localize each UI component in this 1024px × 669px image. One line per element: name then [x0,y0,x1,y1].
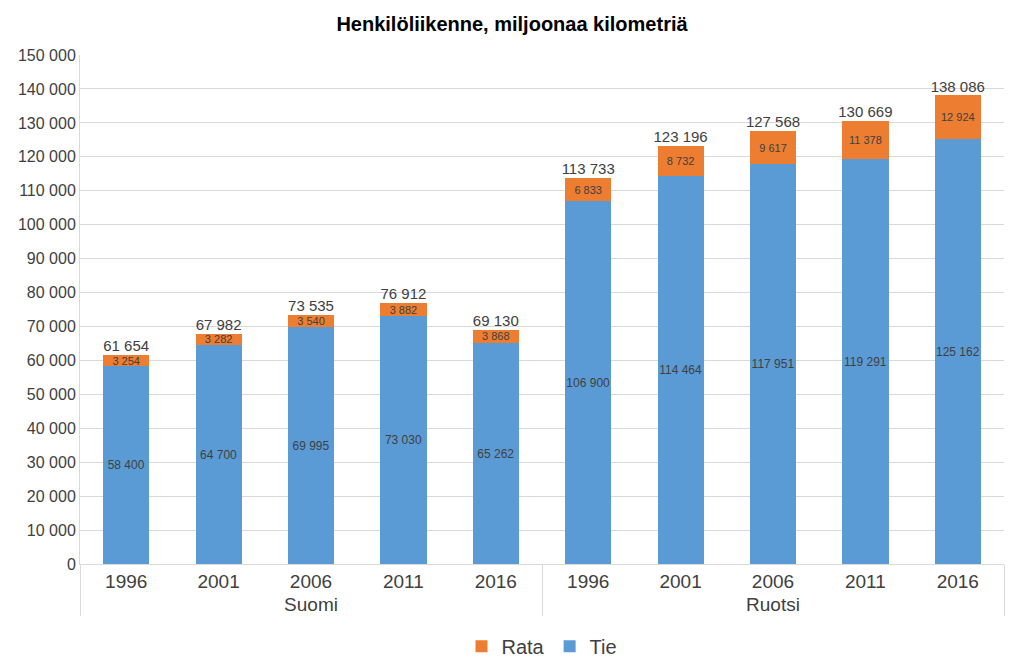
svg-text:50 000: 50 000 [27,386,76,403]
svg-text:64 700: 64 700 [200,448,237,462]
svg-text:2006: 2006 [290,571,332,592]
svg-text:106 900: 106 900 [566,376,610,390]
svg-text:3 540: 3 540 [297,315,325,327]
svg-text:80 000: 80 000 [27,284,76,301]
svg-text:Ruotsi: Ruotsi [746,594,800,615]
svg-text:10 000: 10 000 [27,522,76,539]
svg-text:90 000: 90 000 [27,250,76,267]
svg-text:76 912: 76 912 [380,285,426,302]
svg-text:69 995: 69 995 [292,439,329,453]
svg-text:65 262: 65 262 [477,447,514,461]
svg-text:1996: 1996 [567,571,609,592]
svg-text:Suomi: Suomi [284,594,338,615]
svg-text:130 669: 130 669 [838,103,892,120]
svg-text:2011: 2011 [845,571,886,592]
svg-text:2001: 2001 [197,571,239,592]
svg-text:9 617: 9 617 [759,142,787,154]
svg-text:2016: 2016 [937,571,979,592]
svg-text:138 086: 138 086 [931,78,985,95]
svg-text:30 000: 30 000 [27,454,76,471]
svg-text:2016: 2016 [475,571,517,592]
svg-text:113 733: 113 733 [562,160,615,177]
svg-text:67 982: 67 982 [196,316,242,333]
svg-text:119 291: 119 291 [844,355,887,369]
svg-text:1996: 1996 [105,571,147,592]
svg-text:3 882: 3 882 [390,304,418,316]
svg-text:3 868: 3 868 [482,330,510,342]
svg-text:130 000: 130 000 [18,115,76,132]
svg-text:6 833: 6 833 [574,184,602,196]
svg-text:61 654: 61 654 [103,337,149,354]
svg-text:100 000: 100 000 [18,216,76,233]
svg-text:2006: 2006 [752,571,794,592]
svg-text:150 000: 150 000 [18,47,76,64]
svg-text:20 000: 20 000 [27,488,76,505]
svg-text:3 254: 3 254 [112,355,140,367]
svg-text:2011: 2011 [383,571,424,592]
svg-text:40 000: 40 000 [27,420,76,437]
svg-text:58 400: 58 400 [108,458,145,472]
svg-text:Tie: Tie [590,636,617,658]
svg-text:117 951: 117 951 [752,357,795,371]
svg-text:120 000: 120 000 [18,148,76,165]
svg-text:73 535: 73 535 [288,297,334,314]
svg-text:69 130: 69 130 [473,312,519,329]
svg-text:123 196: 123 196 [653,128,707,145]
svg-text:8 732: 8 732 [667,155,695,167]
svg-text:73 030: 73 030 [385,433,422,447]
svg-text:60 000: 60 000 [27,352,76,369]
svg-text:70 000: 70 000 [27,318,76,335]
svg-text:12 924: 12 924 [941,111,975,123]
svg-text:Rata: Rata [502,636,545,658]
svg-text:0: 0 [67,556,76,573]
svg-text:2001: 2001 [659,571,701,592]
svg-text:127 568: 127 568 [746,113,800,130]
svg-text:110 000: 110 000 [19,182,76,199]
svg-text:114 464: 114 464 [659,363,702,377]
svg-text:11 378: 11 378 [849,134,882,146]
svg-text:140 000: 140 000 [18,81,76,98]
svg-text:125 162: 125 162 [936,345,980,359]
svg-text:3 282: 3 282 [205,333,233,345]
svg-text:Henkilöliikenne, miljoonaa kil: Henkilöliikenne, miljoonaa kilometriä [336,13,688,35]
